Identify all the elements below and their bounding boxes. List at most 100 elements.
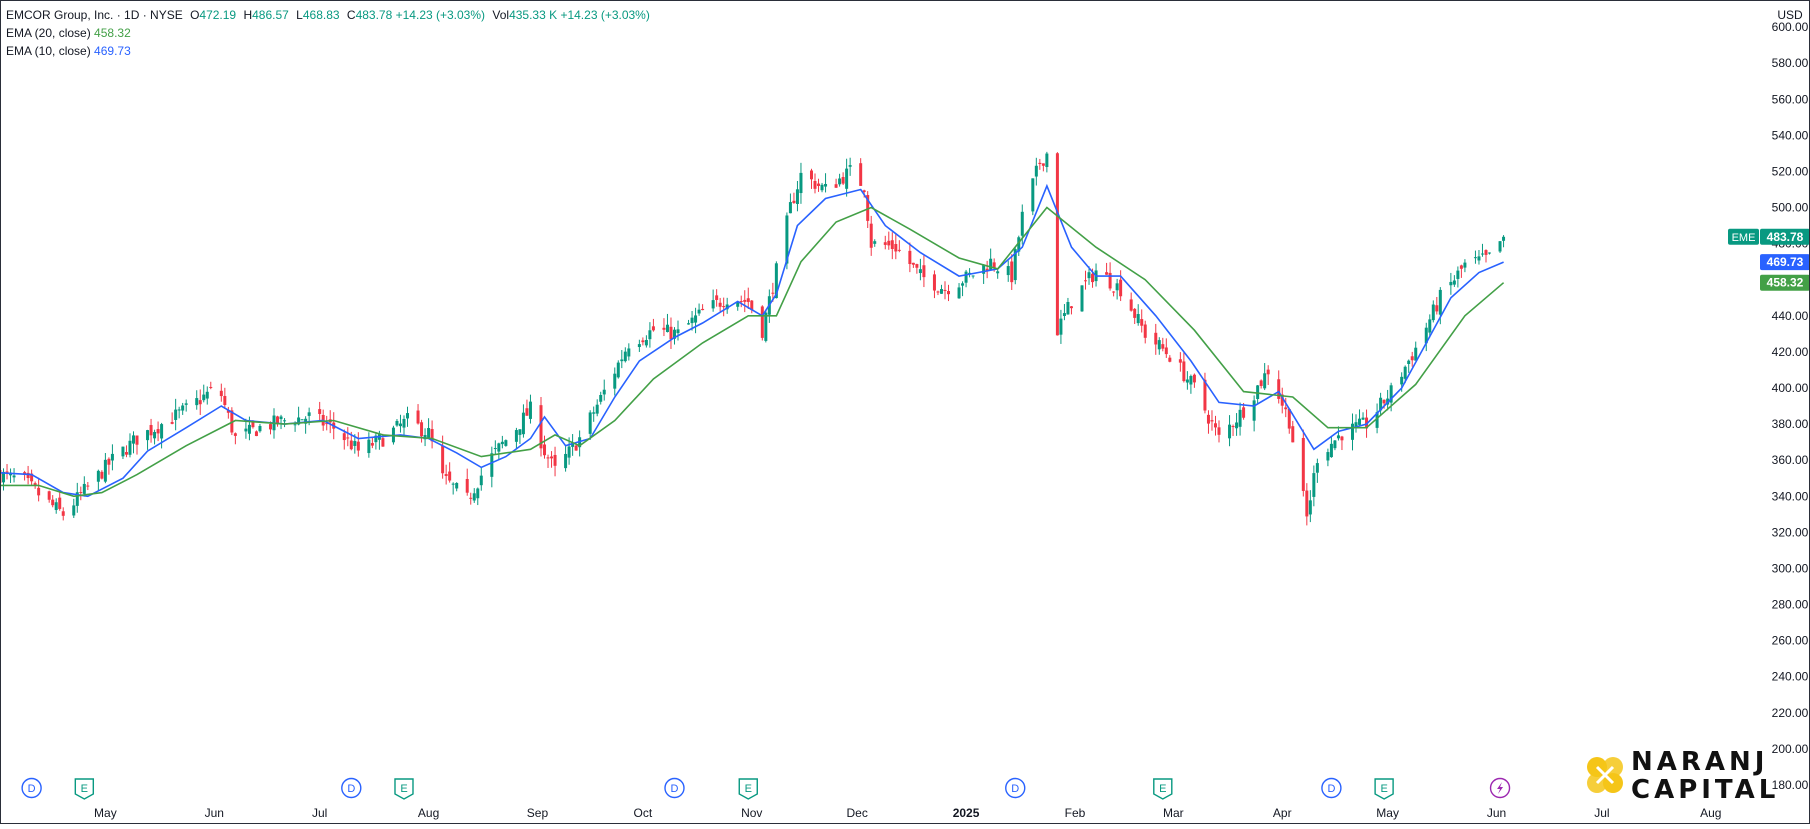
candle-down: [349, 440, 353, 450]
candle-up: [205, 391, 209, 399]
candle-up: [627, 348, 631, 357]
ema20-price-tag: 458.32: [1767, 276, 1804, 290]
candle-up: [1228, 424, 1232, 439]
time-tick-label: Dec: [846, 806, 867, 820]
candle-up: [1333, 440, 1337, 449]
earnings-icon[interactable]: E: [74, 778, 95, 800]
candle-down: [1010, 261, 1014, 283]
candle-down: [1301, 437, 1305, 491]
candle-up: [1400, 376, 1404, 385]
event-shape: [341, 777, 362, 799]
ohlc-row[interactable]: EMCOR Group, Inc. · 1D · NYSE O472.19 H4…: [6, 6, 650, 24]
earnings-icon[interactable]: E: [1374, 778, 1394, 800]
brand-mark-icon: [1587, 757, 1623, 793]
candle-down: [525, 408, 529, 416]
candle-up: [676, 329, 680, 334]
candle-up: [521, 412, 525, 435]
earnings-icon[interactable]: E: [1153, 778, 1173, 800]
candle-down: [135, 435, 139, 445]
candle-down: [1277, 379, 1281, 399]
candle-down: [448, 471, 452, 481]
candle-down: [862, 190, 866, 193]
candle-down: [268, 424, 272, 430]
candle-down: [866, 195, 870, 221]
candle-up: [1189, 376, 1193, 385]
candle-up: [1407, 360, 1411, 364]
time-axis[interactable]: May Jun Jul Aug Sep Oct Nov Dec 2025 Feb Mar Apr May…: [94, 806, 1721, 820]
ema10-legend-row[interactable]: EMA (10, close) 469.73: [6, 42, 650, 60]
candle-up: [146, 430, 150, 441]
candle-up: [72, 505, 76, 516]
candle-down: [1217, 427, 1221, 435]
candle-down: [149, 425, 153, 436]
candle-up: [567, 446, 571, 458]
candle-up: [174, 409, 178, 420]
candle-down: [1182, 361, 1186, 382]
candle-down: [5, 471, 9, 473]
time-tick-label: Nov: [741, 806, 762, 820]
candle-up: [616, 362, 620, 378]
candle-up: [1498, 241, 1502, 252]
event-shape: [1005, 777, 1026, 799]
event-glyph: E: [81, 783, 88, 795]
candle-down: [841, 177, 845, 184]
candle-up: [690, 317, 694, 324]
dividend-icon[interactable]: D: [341, 777, 362, 799]
event-glyph: E: [1380, 783, 1387, 795]
candle-down: [1164, 347, 1168, 355]
candle-down: [47, 491, 51, 500]
dividend-icon[interactable]: D: [21, 777, 42, 799]
brand-logo: NARANJ CAPITAL: [1583, 747, 1793, 805]
earnings-icon[interactable]: E: [738, 778, 758, 800]
candle-up: [1115, 283, 1119, 291]
candle-down: [420, 422, 424, 437]
volume-change: +14.23 (+3.03%): [560, 8, 650, 22]
candle-up: [479, 475, 483, 486]
lightning-icon[interactable]: [1489, 777, 1511, 799]
candle-down: [883, 242, 887, 245]
candle-down: [936, 291, 940, 293]
candle-up: [1080, 285, 1084, 312]
candle-down: [1210, 420, 1214, 422]
candle-down: [465, 478, 469, 493]
candle-up: [1361, 417, 1365, 420]
price-tick-label: 240.00: [1772, 670, 1809, 684]
candle-down: [1178, 359, 1182, 363]
price-tick-label: 340.00: [1772, 489, 1809, 503]
candle-up: [504, 440, 508, 446]
candle-up: [820, 184, 824, 191]
event-shape: [394, 778, 414, 800]
candle-up: [564, 453, 568, 469]
candle-up: [451, 483, 455, 485]
ema20-legend-row[interactable]: EMA (20, close) 458.32: [6, 24, 650, 42]
candle-down: [662, 327, 666, 330]
earnings-icon[interactable]: E: [394, 778, 414, 800]
price-axis[interactable]: 180.00 200.00 220.00 240.00 260.00 280.00 300.…: [1772, 8, 1809, 792]
ticker-tag-bg: [1728, 228, 1759, 245]
candle-up: [12, 475, 16, 478]
dividend-icon[interactable]: D: [1005, 777, 1026, 799]
ema-layer: [0, 183, 1505, 498]
candle-down: [869, 223, 873, 248]
ema20-value: 458.32: [94, 26, 131, 40]
candle-down: [701, 308, 705, 311]
currency-label[interactable]: USD: [1777, 8, 1803, 22]
candle-down: [539, 405, 543, 449]
ema10-price-tag-bg: [1760, 254, 1810, 271]
candle-down: [1203, 379, 1207, 411]
dividend-icon[interactable]: D: [664, 777, 685, 799]
change-value: +14.23 (+3.03%): [395, 8, 486, 22]
ema10-value: 469.73: [94, 44, 131, 58]
candle-down: [1084, 280, 1088, 282]
candle-down: [58, 497, 62, 509]
event-shape: [1374, 778, 1394, 800]
candle-down: [908, 250, 912, 265]
dividend-icon[interactable]: D: [1321, 777, 1342, 799]
event-glyph: D: [347, 783, 355, 795]
candle-down: [669, 326, 673, 340]
symbol-title[interactable]: EMCOR Group, Inc. · 1D · NYSE: [6, 8, 183, 22]
candle-down: [1091, 273, 1095, 283]
candle-up: [848, 165, 852, 167]
